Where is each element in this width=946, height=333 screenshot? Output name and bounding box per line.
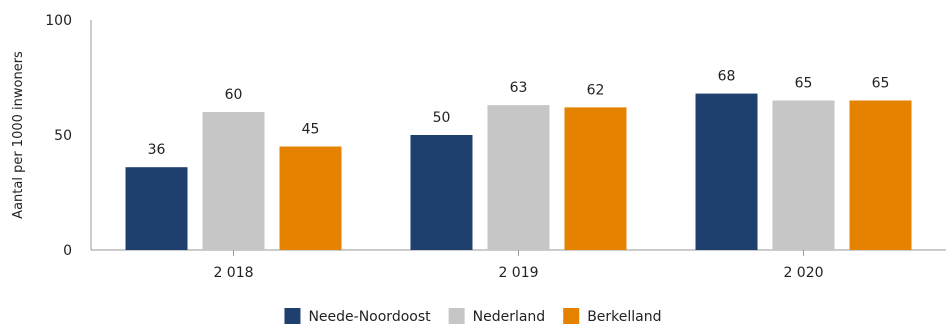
bar-nederland-0 [202,112,265,250]
legend: Neede-Noordoost Nederland Berkelland [284,308,662,325]
legend-swatch [448,308,465,324]
bar-value-label: 63 [510,80,528,96]
bar-neede-noordoost-2 [695,93,758,250]
bar-value-label: 65 [795,76,813,92]
bar-value-label: 50 [433,110,451,126]
bar-value-label: 65 [872,76,890,92]
bar-value-label: 60 [225,87,243,103]
bar-value-label: 68 [718,69,736,85]
x-tick-label: 2 020 [783,265,823,281]
y-tick-label: 0 [63,243,72,259]
bar-nederland-1 [487,105,550,250]
bar-value-label: 45 [302,122,320,138]
bar-value-label: 62 [587,82,605,98]
y-tick-label: 100 [45,13,72,29]
bar-value-label: 36 [148,142,166,158]
legend-item-neede-noordoost: Neede-Noordoost [284,308,431,325]
bars-group: 36 60 45 50 63 62 68 65 65 [125,69,912,251]
x-tick-label: 2 018 [213,265,253,281]
bar-berkelland-2 [849,100,912,250]
legend-swatch [284,308,301,324]
legend-item-berkelland: Berkelland [563,308,662,325]
legend-item-nederland: Nederland [448,308,546,325]
y-tick-label: 50 [54,128,72,144]
legend-label: Nederland [473,309,546,325]
bar-neede-noordoost-0 [125,167,188,250]
bar-nederland-2 [772,100,835,250]
y-axis-title: Aantal per 1000 inwoners [11,51,26,219]
legend-label: Neede-Noordoost [308,309,431,325]
bar-berkelland-0 [279,146,342,250]
y-axis-ticks: 0 50 100 [45,13,72,259]
bar-berkelland-1 [564,107,627,251]
legend-swatch [563,308,580,324]
x-tick-label: 2 019 [498,265,538,281]
x-axis-ticks: 2 018 2 019 2 020 [213,250,824,281]
legend-label: Berkelland [587,309,661,325]
bar-neede-noordoost-1 [410,135,473,250]
